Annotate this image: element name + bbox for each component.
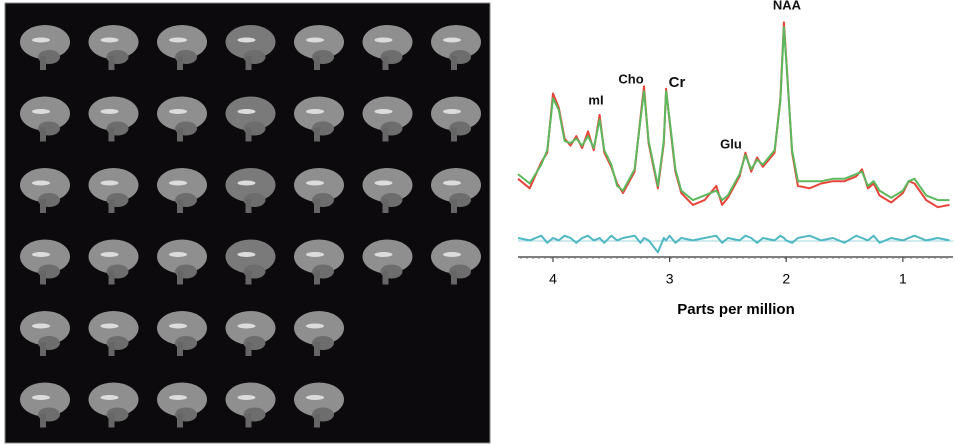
spectrum-line (518, 236, 950, 253)
annotation: NAA (773, 0, 802, 12)
corpus-callosum (169, 324, 187, 329)
corpus-callosum (169, 395, 187, 400)
corpus-callosum (238, 181, 256, 186)
brain-stem (314, 199, 320, 213)
corpus-callosum (101, 109, 119, 114)
corpus-callosum (32, 109, 50, 114)
spectrum-line (518, 22, 950, 207)
corpus-callosum (32, 38, 50, 43)
corpus-callosum (443, 109, 461, 114)
brain-stem (246, 128, 252, 142)
corpus-callosum (101, 252, 119, 257)
brain-stem (246, 199, 252, 213)
annotation: Cr (669, 74, 686, 91)
brain-stem (246, 271, 252, 285)
brain-stem (40, 199, 46, 213)
x-tick-label: 4 (549, 271, 557, 287)
brain-stem (109, 271, 115, 285)
brain-stem (383, 271, 389, 285)
spectrum-line (518, 27, 950, 200)
x-tick-label: 2 (782, 271, 790, 287)
brain-stem (177, 414, 183, 428)
corpus-callosum (101, 181, 119, 186)
brain-stem (314, 271, 320, 285)
brain-stem (314, 414, 320, 428)
brain-stem (177, 271, 183, 285)
brain-stem (451, 199, 457, 213)
corpus-callosum (32, 181, 50, 186)
annotation: Cho (618, 71, 643, 86)
corpus-callosum (169, 38, 187, 43)
brain-stem (109, 199, 115, 213)
brain-stem (109, 342, 115, 356)
corpus-callosum (443, 181, 461, 186)
corpus-callosum (101, 324, 119, 329)
brain-stem (451, 128, 457, 142)
brain-stem (246, 342, 252, 356)
corpus-callosum (306, 181, 324, 186)
corpus-callosum (32, 324, 50, 329)
corpus-callosum (101, 395, 119, 400)
brain-stem (109, 56, 115, 70)
brain-stem (314, 342, 320, 356)
brain-stem (40, 271, 46, 285)
corpus-callosum (32, 395, 50, 400)
annotation: mI (588, 92, 603, 107)
corpus-callosum (306, 38, 324, 43)
brain-stem (177, 199, 183, 213)
brain-stem (109, 128, 115, 142)
corpus-callosum (238, 395, 256, 400)
brain-stem (451, 271, 457, 285)
corpus-callosum (238, 324, 256, 329)
corpus-callosum (443, 252, 461, 257)
corpus-callosum (32, 252, 50, 257)
brain-stem (383, 56, 389, 70)
brain-stem (40, 342, 46, 356)
brain-stem (314, 56, 320, 70)
brain-stem (314, 128, 320, 142)
plot: 4 3 2 1 (518, 22, 950, 286)
corpus-callosum (306, 395, 324, 400)
corpus-callosum (443, 38, 461, 43)
corpus-callosum (101, 38, 119, 43)
corpus-callosum (169, 252, 187, 257)
brain-stem (109, 414, 115, 428)
annotation: Glu (720, 136, 742, 151)
corpus-callosum (375, 181, 393, 186)
brain-stem (246, 414, 252, 428)
x-axis-label: Parts per million (677, 301, 795, 318)
brain-stem (177, 128, 183, 142)
corpus-callosum (169, 109, 187, 114)
x-tick-label: 1 (899, 271, 907, 287)
corpus-callosum (238, 252, 256, 257)
corpus-callosum (238, 38, 256, 43)
brain-stem (246, 56, 252, 70)
brain-stem (40, 414, 46, 428)
figure: 4 3 2 1 NAA Cho Cr mI Glu Parts per million (0, 0, 955, 446)
brain-stem (40, 56, 46, 70)
corpus-callosum (306, 324, 324, 329)
corpus-callosum (306, 252, 324, 257)
brain-stem (451, 56, 457, 70)
corpus-callosum (375, 252, 393, 257)
brain-stem (383, 199, 389, 213)
brain-stem (177, 56, 183, 70)
corpus-callosum (375, 109, 393, 114)
brain-stem (40, 128, 46, 142)
corpus-callosum (306, 109, 324, 114)
corpus-callosum (375, 38, 393, 43)
x-tick-label: 3 (666, 271, 674, 287)
corpus-callosum (169, 181, 187, 186)
brain-stem (177, 342, 183, 356)
corpus-callosum (238, 109, 256, 114)
brain-stem (383, 128, 389, 142)
